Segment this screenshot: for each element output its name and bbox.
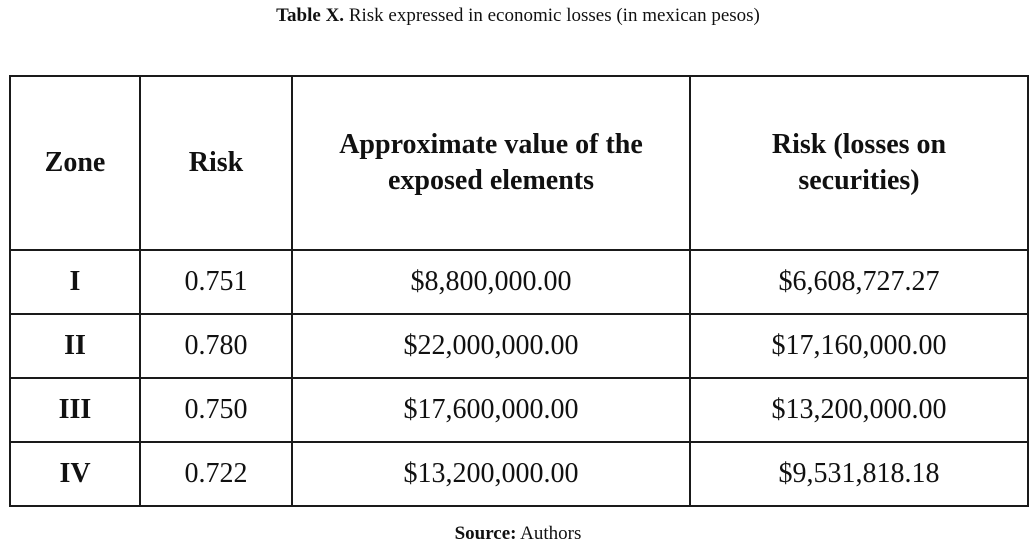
risk-cell: 0.722: [139, 441, 293, 507]
risk-table: Zone Risk Approximate value of the expos…: [9, 75, 1029, 507]
header-exposed-value: Approximate value of the exposed element…: [291, 75, 691, 251]
zone-cell: I: [9, 249, 141, 315]
header-risk: Risk: [139, 75, 293, 251]
risk-cell: 0.750: [139, 377, 293, 443]
exposed-value-cell: $17,600,000.00: [291, 377, 691, 443]
risk-losses-cell: $6,608,727.27: [689, 249, 1029, 315]
exposed-value-cell: $13,200,000.00: [291, 441, 691, 507]
table-row: IV 0.722 $13,200,000.00 $9,531,818.18: [9, 441, 1029, 507]
table-row: II 0.780 $22,000,000.00 $17,160,000.00: [9, 313, 1029, 379]
exposed-value-cell: $22,000,000.00: [291, 313, 691, 379]
zone-cell: IV: [9, 441, 141, 507]
risk-losses-cell: $13,200,000.00: [689, 377, 1029, 443]
table-caption: Table X. Risk expressed in economic loss…: [0, 4, 1036, 28]
risk-losses-cell: $17,160,000.00: [689, 313, 1029, 379]
exposed-value-cell: $8,800,000.00: [291, 249, 691, 315]
risk-losses-cell: $9,531,818.18: [689, 441, 1029, 507]
header-zone: Zone: [9, 75, 141, 251]
caption-label: Table X.: [276, 5, 345, 26]
zone-cell: II: [9, 313, 141, 379]
caption-text: Risk expressed in economic losses (in me…: [344, 5, 760, 26]
table-row: III 0.750 $17,600,000.00 $13,200,000.00: [9, 377, 1029, 443]
source-text: Authors: [516, 523, 582, 544]
risk-cell: 0.780: [139, 313, 293, 379]
table-source: Source: Authors: [0, 522, 1036, 546]
table-row: I 0.751 $8,800,000.00 $6,608,727.27: [9, 249, 1029, 315]
table-header-row: Zone Risk Approximate value of the expos…: [9, 75, 1029, 251]
source-label: Source:: [454, 523, 517, 544]
risk-cell: 0.751: [139, 249, 293, 315]
zone-cell: III: [9, 377, 141, 443]
header-risk-losses: Risk (losses on securities): [689, 75, 1029, 251]
